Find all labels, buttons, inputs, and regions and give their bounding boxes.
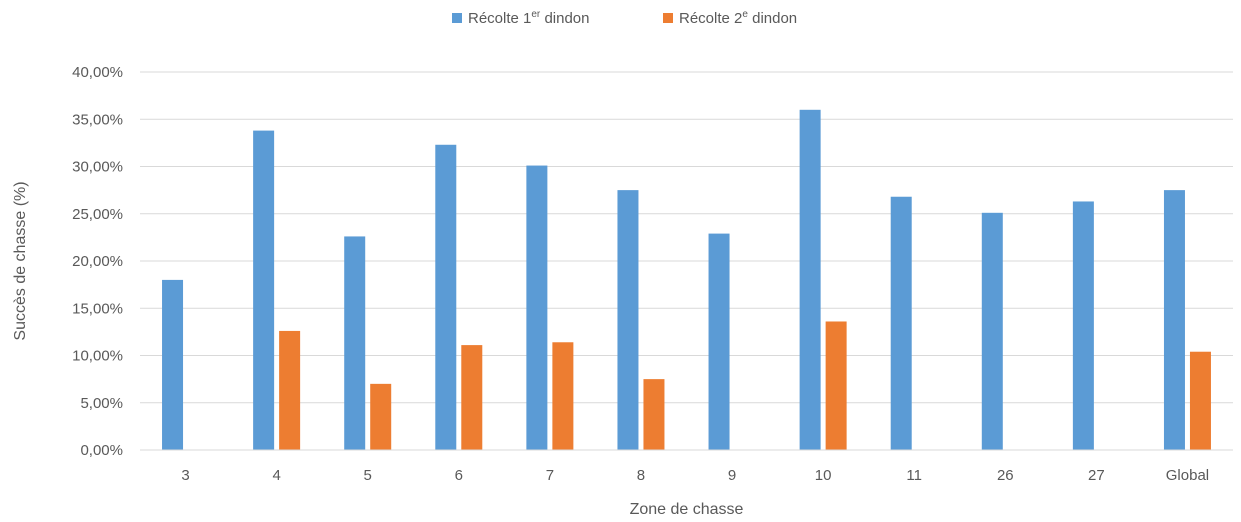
y-tick-label: 30,00% — [72, 159, 123, 176]
bar-series-1-5 — [344, 236, 366, 450]
x-axis-title: Zone de chasse — [630, 501, 744, 518]
x-tick-label: Global — [1166, 467, 1209, 484]
bar-series-1-8 — [617, 190, 639, 450]
x-tick-label: 11 — [906, 467, 922, 484]
bar-series-1-11 — [890, 196, 912, 450]
x-tick-label: 8 — [637, 467, 645, 484]
bar-series-1-4 — [253, 130, 275, 450]
bar-series-1-27 — [1072, 201, 1094, 450]
bar-series-1-3 — [162, 279, 184, 450]
bar-series-2-6 — [461, 345, 483, 450]
y-axis-title: Succès de chasse (%) — [12, 181, 29, 340]
y-tick-label: 25,00% — [72, 206, 123, 223]
legend: Récolte 1er dindon Récolte 2e dindon — [452, 9, 797, 27]
bar-series-1-26 — [981, 212, 1003, 450]
x-tick-label: 10 — [815, 467, 832, 484]
x-axis-tick-labels: 3 4 5 6 7 8 9 10 11 26 27 Global — [181, 467, 1209, 484]
bar-series-1-6 — [435, 144, 457, 450]
bar-series-1-9 — [708, 233, 730, 450]
bar-series-2-Global — [1189, 351, 1211, 450]
y-tick-label: 15,00% — [72, 300, 123, 317]
bar-series-1-Global — [1163, 190, 1185, 450]
y-tick-label: 40,00% — [72, 64, 123, 81]
y-tick-label: 0,00% — [80, 442, 123, 459]
legend-label-series-2: Récolte 2e dindon — [679, 9, 797, 27]
y-axis-tick-labels: 0,00% 5,00% 10,00% 15,00% 20,00% 25,00% 30,00%… — [72, 64, 123, 459]
x-tick-label: 7 — [546, 467, 554, 484]
x-tick-label: 6 — [455, 467, 463, 484]
bar-series-2-7 — [552, 342, 574, 450]
x-tick-label: 27 — [1088, 467, 1105, 484]
y-tick-label: 10,00% — [72, 348, 123, 365]
legend-label-series-1: Récolte 1er dindon — [468, 9, 590, 27]
x-tick-label: 3 — [181, 467, 189, 484]
bar-series-2-5 — [370, 383, 392, 450]
y-tick-label: 5,00% — [80, 395, 123, 412]
bars — [162, 109, 1211, 451]
x-tick-label: 4 — [272, 467, 280, 484]
legend-swatch-series-2 — [663, 13, 673, 23]
bar-series-2-4 — [279, 330, 301, 450]
bar-series-1-10 — [799, 109, 821, 451]
gridlines — [140, 71, 1233, 404]
legend-swatch-series-1 — [452, 13, 462, 23]
y-tick-label: 20,00% — [72, 253, 123, 270]
bar-series-2-10 — [825, 321, 847, 450]
x-tick-label: 9 — [728, 467, 736, 484]
bar-series-2-8 — [643, 379, 665, 450]
x-tick-label: 5 — [364, 467, 372, 484]
y-tick-label: 35,00% — [72, 111, 123, 128]
x-tick-label: 26 — [997, 467, 1014, 484]
bar-series-1-7 — [526, 165, 548, 450]
